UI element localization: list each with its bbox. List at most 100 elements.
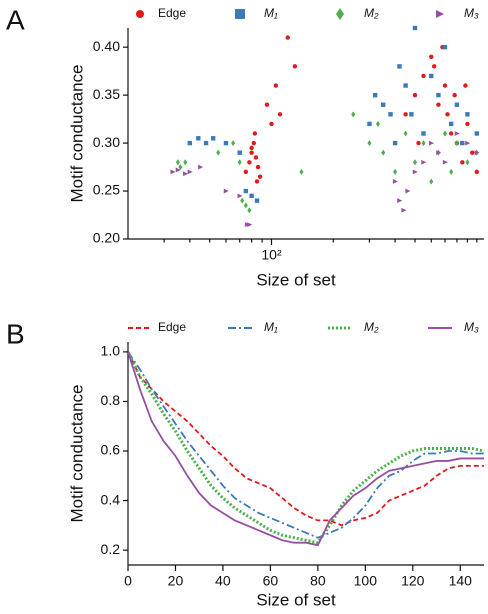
y-tick-label: 1.0 <box>101 343 121 359</box>
point <box>465 121 470 127</box>
point <box>409 112 414 117</box>
point <box>403 83 408 88</box>
point <box>413 159 418 166</box>
legend-marker <box>336 8 344 20</box>
x-tick-label: 60 <box>263 573 279 589</box>
point <box>421 73 426 79</box>
point <box>381 102 386 107</box>
point <box>429 73 434 79</box>
y-tick-label: 0.25 <box>93 182 120 198</box>
x-tick-label: 40 <box>215 573 231 589</box>
point <box>412 169 418 175</box>
legend-marker <box>235 9 245 19</box>
point <box>223 140 229 146</box>
point <box>416 140 421 146</box>
point <box>454 131 460 136</box>
point <box>243 169 249 175</box>
y-tick-label: 0.30 <box>93 134 120 150</box>
line <box>128 351 484 547</box>
point <box>243 202 248 209</box>
point <box>442 44 448 50</box>
point <box>249 145 254 151</box>
x-tick-label: 120 <box>401 573 425 589</box>
point <box>247 222 253 228</box>
legend-label: M₂ <box>364 6 379 20</box>
y-tick-label: 0.8 <box>101 392 121 408</box>
line <box>128 351 484 527</box>
point <box>292 64 298 69</box>
point <box>249 150 254 155</box>
point <box>351 111 356 118</box>
y-tick-label: 0.35 <box>93 86 120 102</box>
point <box>412 25 418 31</box>
point <box>264 102 270 107</box>
point <box>243 188 249 194</box>
point <box>251 140 257 146</box>
point <box>405 188 411 194</box>
y-tick-label: 0.6 <box>101 442 121 458</box>
point <box>367 121 372 127</box>
point <box>465 112 470 117</box>
point <box>443 130 448 137</box>
point <box>448 131 454 136</box>
point <box>210 136 216 141</box>
point <box>421 159 427 165</box>
point <box>429 54 434 59</box>
point <box>216 149 221 156</box>
point <box>421 131 426 136</box>
legend-label: Edge <box>158 6 186 20</box>
point <box>231 140 236 147</box>
point <box>465 140 471 146</box>
y-axis-label: Motif conductance <box>67 65 86 203</box>
point <box>285 35 290 40</box>
point <box>442 159 448 165</box>
point <box>429 178 434 185</box>
point <box>373 92 378 98</box>
point <box>183 171 189 177</box>
line <box>128 351 484 539</box>
x-tick-label: 0 <box>124 573 132 589</box>
point <box>175 167 181 173</box>
point <box>170 169 176 175</box>
point <box>429 140 435 146</box>
point <box>397 198 403 204</box>
point <box>454 140 459 147</box>
point <box>436 102 441 107</box>
x-tick-label: 10² <box>261 247 282 263</box>
y-tick-label: 0.20 <box>93 230 120 246</box>
point <box>367 140 372 147</box>
point <box>203 140 209 146</box>
point <box>392 140 398 146</box>
point <box>412 92 418 98</box>
point <box>392 179 398 184</box>
point <box>474 169 480 175</box>
point <box>403 130 408 137</box>
x-tick-label: 140 <box>449 573 473 589</box>
point <box>474 131 480 136</box>
point <box>299 168 304 175</box>
point <box>460 140 465 146</box>
point <box>470 150 475 155</box>
point <box>237 150 242 155</box>
legend-label: Edge <box>158 320 186 334</box>
point <box>255 164 261 170</box>
y-tick-label: 0.2 <box>101 541 121 557</box>
legend-label: M₃ <box>464 320 479 334</box>
panel-label: A <box>6 4 25 35</box>
panel-label: B <box>6 318 25 349</box>
point <box>460 160 465 165</box>
y-tick-label: 0.4 <box>101 491 121 507</box>
legend-label: M₂ <box>364 320 379 334</box>
point <box>175 159 180 166</box>
x-tick-label: 80 <box>310 573 326 589</box>
point <box>448 121 454 127</box>
legend-marker <box>136 10 144 18</box>
point <box>388 112 393 117</box>
point <box>401 207 407 213</box>
point <box>187 169 193 175</box>
legend-marker <box>436 10 444 18</box>
point <box>431 64 437 69</box>
point <box>237 193 243 199</box>
